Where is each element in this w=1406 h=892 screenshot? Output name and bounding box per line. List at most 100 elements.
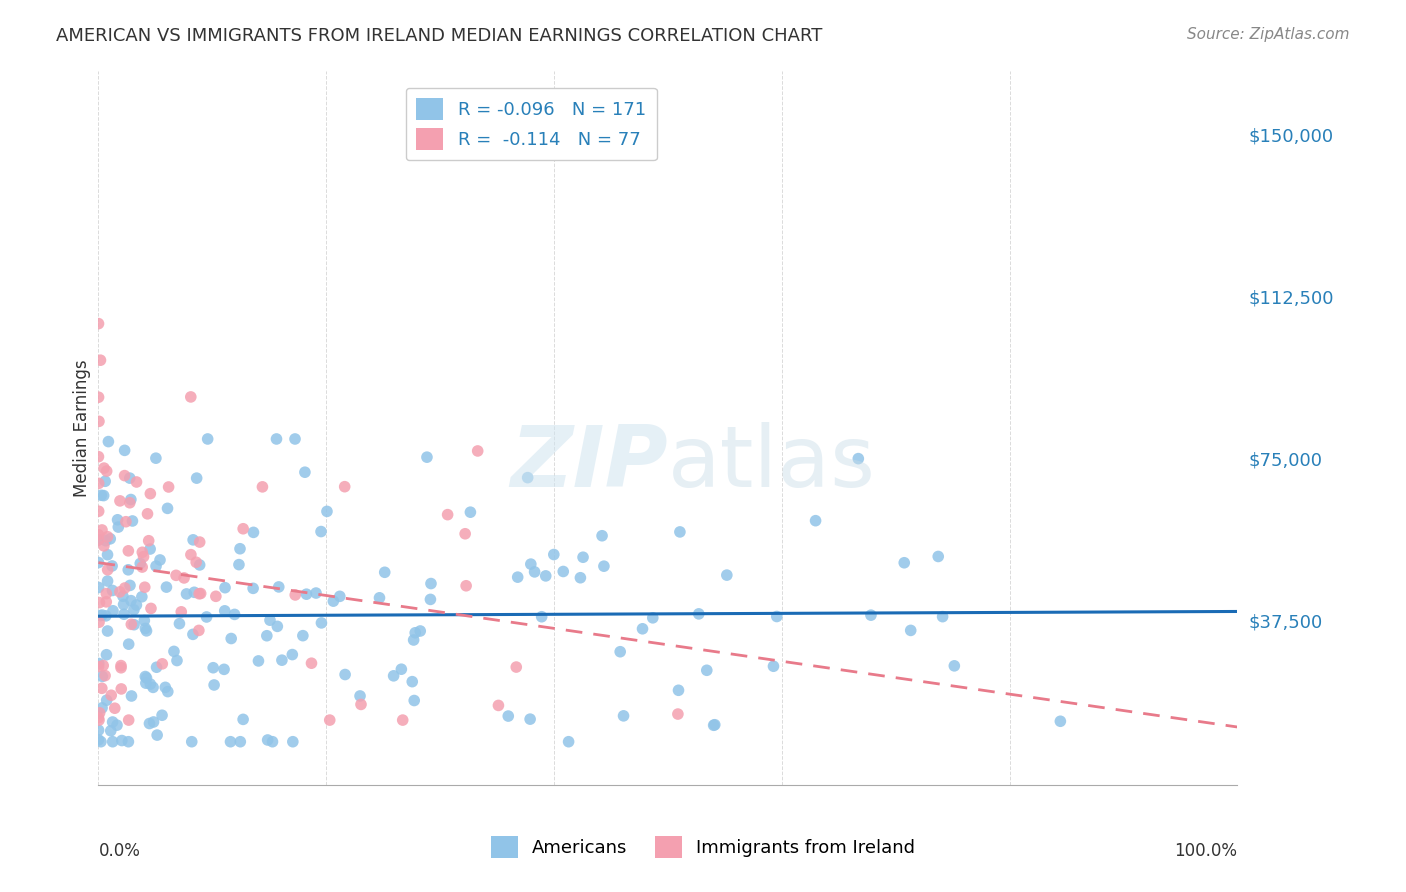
Point	[319, 713, 342, 727]
Point	[572, 550, 595, 565]
Point	[90, 681, 112, 696]
Point	[87, 723, 110, 738]
Point	[591, 529, 613, 543]
Point	[266, 432, 288, 446]
Text: $150,000: $150,000	[1249, 128, 1333, 145]
Point	[669, 524, 692, 539]
Point	[242, 525, 264, 540]
Point	[96, 586, 118, 600]
Point	[115, 515, 138, 529]
Point	[107, 520, 129, 534]
Point	[519, 712, 541, 726]
Point	[87, 556, 110, 570]
Point	[100, 723, 122, 738]
Point	[118, 578, 141, 592]
Point	[136, 507, 159, 521]
Point	[180, 548, 202, 562]
Point	[89, 706, 111, 720]
Point	[401, 674, 423, 689]
Point	[89, 608, 111, 623]
Point	[181, 627, 204, 641]
Point	[94, 475, 117, 489]
Point	[96, 648, 118, 662]
Point	[112, 598, 135, 612]
Point	[609, 645, 631, 659]
Point	[91, 701, 114, 715]
Point	[110, 681, 132, 696]
Point	[120, 492, 142, 507]
Point	[139, 486, 162, 500]
Point	[188, 558, 211, 572]
Point	[329, 590, 352, 604]
Point	[110, 661, 132, 675]
Point	[186, 555, 208, 569]
Point	[534, 569, 557, 583]
Point	[114, 443, 136, 458]
Point	[530, 609, 553, 624]
Text: $37,500: $37,500	[1249, 614, 1323, 632]
Point	[100, 688, 122, 702]
Point	[180, 390, 202, 404]
Point	[118, 471, 141, 485]
Point	[145, 559, 167, 574]
Point	[93, 539, 115, 553]
Point	[256, 733, 278, 747]
Point	[146, 728, 169, 742]
Point	[247, 654, 270, 668]
Point	[138, 533, 160, 548]
Point	[256, 629, 278, 643]
Point	[389, 662, 412, 676]
Point	[97, 563, 120, 577]
Text: AMERICAN VS IMMIGRANTS FROM IRELAND MEDIAN EARNINGS CORRELATION CHART: AMERICAN VS IMMIGRANTS FROM IRELAND MEDI…	[56, 27, 823, 45]
Point	[374, 566, 396, 580]
Point	[87, 732, 110, 747]
Point	[87, 317, 110, 331]
Text: $112,500: $112,500	[1249, 289, 1334, 308]
Point	[134, 669, 156, 683]
Point	[467, 444, 489, 458]
Point	[125, 475, 148, 489]
Point	[173, 571, 195, 585]
Point	[156, 501, 179, 516]
Point	[219, 632, 242, 646]
Point	[641, 611, 664, 625]
Point	[505, 660, 527, 674]
Point	[156, 684, 179, 698]
Point	[228, 558, 250, 572]
Point	[262, 735, 284, 749]
Point	[87, 713, 110, 727]
Point	[155, 681, 177, 695]
Point	[666, 707, 689, 722]
Point	[111, 589, 134, 603]
Point	[232, 712, 254, 726]
Point	[87, 527, 110, 541]
Point	[316, 504, 339, 518]
Point	[416, 450, 439, 465]
Point	[155, 580, 177, 594]
Point	[135, 624, 157, 638]
Point	[118, 637, 141, 651]
Point	[165, 568, 187, 582]
Point	[87, 414, 110, 428]
Point	[232, 522, 254, 536]
Point	[180, 735, 202, 749]
Point	[188, 535, 211, 549]
Point	[87, 657, 110, 671]
Point	[893, 556, 915, 570]
Point	[523, 565, 546, 579]
Point	[87, 659, 110, 673]
Point	[212, 662, 235, 676]
Point	[90, 735, 112, 749]
Point	[214, 581, 236, 595]
Text: atlas: atlas	[668, 422, 876, 506]
Point	[496, 709, 519, 723]
Point	[284, 588, 307, 602]
Point	[98, 532, 121, 546]
Point	[859, 608, 882, 623]
Point	[391, 713, 413, 727]
Point	[242, 582, 264, 596]
Point	[112, 607, 135, 622]
Point	[135, 676, 157, 690]
Point	[120, 617, 142, 632]
Point	[97, 530, 120, 544]
